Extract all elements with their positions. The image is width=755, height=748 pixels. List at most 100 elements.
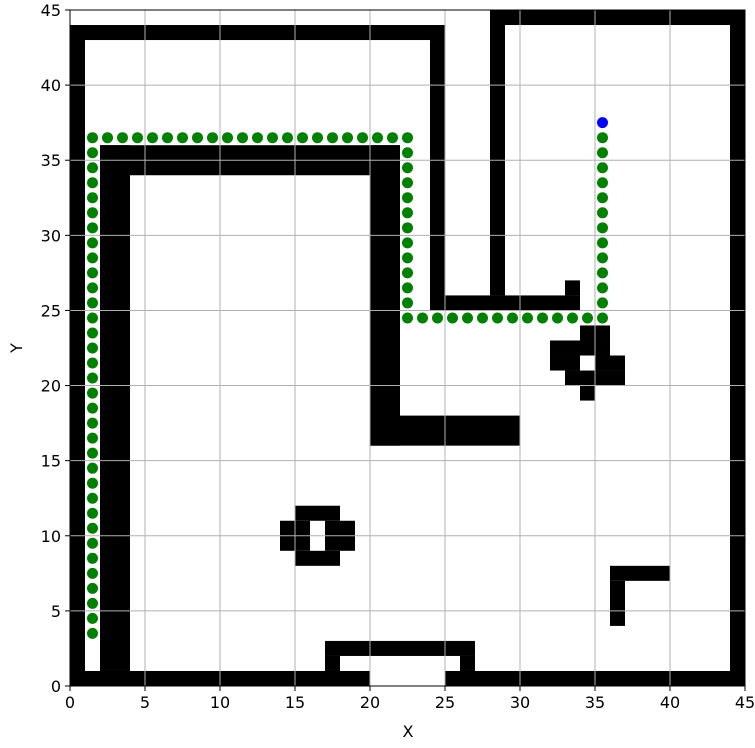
path-point — [237, 132, 248, 144]
path-point — [222, 132, 233, 144]
y-tick-label: 30 — [41, 226, 61, 245]
path-point — [87, 447, 98, 459]
x-tick-label: 15 — [285, 693, 305, 712]
path-point — [87, 477, 98, 489]
path-point — [597, 147, 608, 159]
axes-frame — [69, 9, 746, 687]
y-tick-label: 25 — [41, 301, 61, 320]
y-tick-label: 45 — [41, 1, 61, 20]
x-tick-label: 0 — [65, 693, 75, 712]
obstacle — [550, 355, 580, 371]
path-point — [87, 357, 98, 369]
obstacle — [565, 280, 580, 296]
path-point — [597, 267, 608, 279]
goal-point — [597, 117, 608, 129]
path-point — [162, 132, 173, 144]
path-point — [297, 132, 308, 144]
path-point — [357, 132, 368, 144]
path-point — [87, 147, 98, 159]
path-point — [597, 297, 608, 309]
path-point — [87, 387, 98, 399]
x-tick-label: 20 — [360, 693, 380, 712]
path-point — [87, 267, 98, 279]
path-point — [402, 312, 413, 324]
path-point — [597, 132, 608, 144]
path-point — [252, 132, 263, 144]
path-point — [207, 132, 218, 144]
path-point — [87, 372, 98, 384]
obstacle — [70, 25, 85, 687]
obstacle — [445, 295, 580, 311]
path-point — [582, 312, 593, 324]
obstacle — [325, 655, 340, 671]
path-point — [597, 192, 608, 204]
path-point — [87, 132, 98, 144]
path-point — [597, 177, 608, 189]
obstacle — [325, 640, 475, 656]
path-point — [597, 312, 608, 324]
obstacle — [595, 355, 625, 371]
x-tick-label: 25 — [435, 693, 455, 712]
x-tick-label: 35 — [585, 693, 605, 712]
path-point — [597, 162, 608, 174]
obstacle — [490, 10, 505, 296]
path-point — [87, 402, 98, 414]
path-point — [462, 312, 473, 324]
y-tick-label: 40 — [41, 76, 61, 95]
path-point — [477, 312, 488, 324]
path-point — [402, 282, 413, 294]
y-tick-label: 10 — [41, 527, 61, 546]
path-point — [87, 327, 98, 339]
path-point — [87, 222, 98, 234]
path-point — [402, 192, 413, 204]
path-point — [447, 312, 458, 324]
path-point — [537, 312, 548, 324]
path-point — [87, 237, 98, 249]
path-point — [87, 597, 98, 609]
path-point — [597, 252, 608, 264]
obstacle — [490, 10, 745, 26]
obstacle — [580, 385, 595, 401]
path-point — [87, 162, 98, 174]
path-point — [492, 312, 503, 324]
obstacle — [295, 550, 340, 566]
path-point — [87, 627, 98, 639]
path-point — [87, 522, 98, 534]
obstacle — [610, 565, 670, 581]
path-point — [312, 132, 323, 144]
path-point — [402, 252, 413, 264]
path-point — [402, 177, 413, 189]
path-point — [177, 132, 188, 144]
x-tick-label: 5 — [140, 693, 150, 712]
obstacle — [370, 145, 400, 446]
y-tick-label: 5 — [51, 602, 61, 621]
path-point — [567, 312, 578, 324]
path-point — [87, 297, 98, 309]
path-point — [87, 432, 98, 444]
path-point — [87, 552, 98, 564]
path-point — [87, 192, 98, 204]
path-point — [87, 342, 98, 354]
path-point — [87, 417, 98, 429]
path-point — [87, 582, 98, 594]
obstacle — [430, 25, 445, 311]
path-point — [522, 312, 533, 324]
path-point — [87, 312, 98, 324]
path-point — [192, 132, 203, 144]
path-point — [372, 132, 383, 144]
path-point — [402, 237, 413, 249]
path-point — [87, 507, 98, 519]
path-point — [552, 312, 563, 324]
path-point — [282, 132, 293, 144]
obstacle — [730, 10, 745, 686]
path-point — [327, 132, 338, 144]
path-point — [402, 222, 413, 234]
obstacle — [610, 580, 625, 626]
path-point — [597, 282, 608, 294]
path-point — [507, 312, 518, 324]
y-tick-label: 15 — [41, 452, 61, 471]
path-point — [102, 132, 113, 144]
path-point — [597, 207, 608, 219]
path-point — [147, 132, 158, 144]
